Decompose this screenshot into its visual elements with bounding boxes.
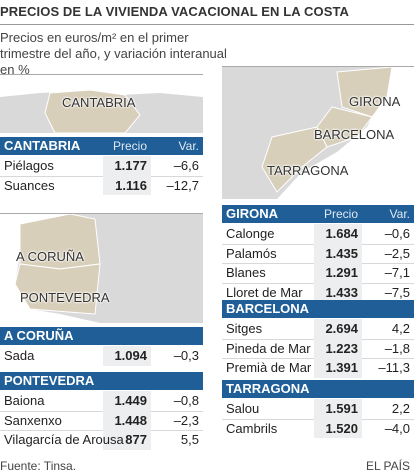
variation: –4,0 [384,420,410,436]
map-galicia [0,213,203,323]
variation: –6,6 [173,158,199,173]
price-bg [103,175,151,195]
row-separator [0,410,203,412]
region-header [0,137,203,155]
place: Cambrils [226,420,278,436]
place: Suances [4,177,55,193]
region-header [0,327,203,345]
place: Salou [226,401,260,416]
price: 1.520 [325,420,358,436]
price: 1.291 [325,265,358,280]
map-catalonia [222,66,414,199]
map-label: TARRAGONA [267,163,349,178]
price: 2.694 [325,321,358,336]
region-name: TARRAGONA [226,381,310,396]
price: 1.591 [325,401,358,416]
place: Sanxenxo [4,412,62,428]
price: 1.223 [325,340,358,356]
price-bg [103,346,151,366]
region-name: BARCELONA [226,301,310,316]
price-bg [314,282,362,302]
price-bg [314,418,362,438]
region-name: PONTEVEDRA [4,373,95,388]
rule [0,24,414,25]
price: 1.433 [325,284,358,300]
price-bg [314,358,362,378]
region-name: A CORUÑA [4,328,74,343]
place: Palamós [226,245,277,261]
column-header: Precio [112,139,147,153]
source: Fuente: Tinsa. [0,459,77,473]
region-name: GIRONA [226,206,278,221]
place: Sitges [226,321,263,336]
map-cantabria [0,74,203,133]
row-separator [0,175,203,177]
price-bg [314,399,362,419]
place: Blanes [226,265,266,280]
map-label: A CORUÑA [16,249,84,264]
place: Baiona [4,393,45,408]
price-bg [103,156,151,176]
place: Piélagos [4,158,54,173]
map-label: GIRONA [349,94,401,109]
price-bg [314,338,362,358]
variation: –7,1 [384,265,410,280]
title: PRECIOS DE LA VIVIENDA VACACIONAL EN LA … [0,4,350,19]
place: Vilagarcía de Arousa [4,432,124,447]
price: 1.094 [114,348,147,363]
region-header [0,372,203,390]
region-header [222,300,414,318]
price: 1.435 [325,245,358,261]
place: Lloret de Mar [226,284,303,300]
place: Pineda de Mar [226,340,311,356]
place: Premià de Mar [226,360,312,375]
price-bg [314,224,362,244]
price-bg [314,243,362,263]
variation: –12,7 [166,177,199,193]
brand: EL PAÍS [365,459,410,473]
variation: –0,3 [173,348,199,363]
map-label: CANTABRIA [62,95,136,110]
price-bg [103,430,151,450]
price-bg [314,319,362,339]
variation: 5,5 [180,432,199,447]
subtitle: Precios en euros/m² en el primer trimest… [0,30,227,77]
variation: –1,8 [384,340,410,356]
variation: –2,3 [173,412,199,428]
map-label: BARCELONA [314,127,395,142]
place: Calonge [226,226,275,241]
price: 1.177 [114,158,147,173]
place: Sada [4,348,35,363]
variation: –2,5 [384,245,410,261]
region-header [222,380,414,398]
column-header: Precio [323,207,358,221]
variation: –7,5 [384,284,410,300]
variation: –0,8 [173,393,199,408]
price-bg [314,263,362,283]
price: 1.448 [114,412,147,428]
price: 1.391 [325,360,358,375]
variation: 2,2 [391,401,410,416]
price: 1.684 [325,226,358,241]
price: 877 [125,432,147,447]
region-header [222,205,414,223]
column-header: Var. [178,139,199,153]
price-bg [103,391,151,411]
price: 1.116 [115,177,147,193]
price-bg [103,410,151,430]
map-label: PONTEVEDRA [20,290,110,305]
region-name: CANTABRIA [4,138,81,153]
variation: 4,2 [391,321,410,336]
column-header: Var. [389,207,410,221]
variation: –11,3 [378,360,410,375]
price: 1.449 [114,393,147,408]
variation: –0,6 [384,226,410,241]
row-separator [0,430,203,431]
